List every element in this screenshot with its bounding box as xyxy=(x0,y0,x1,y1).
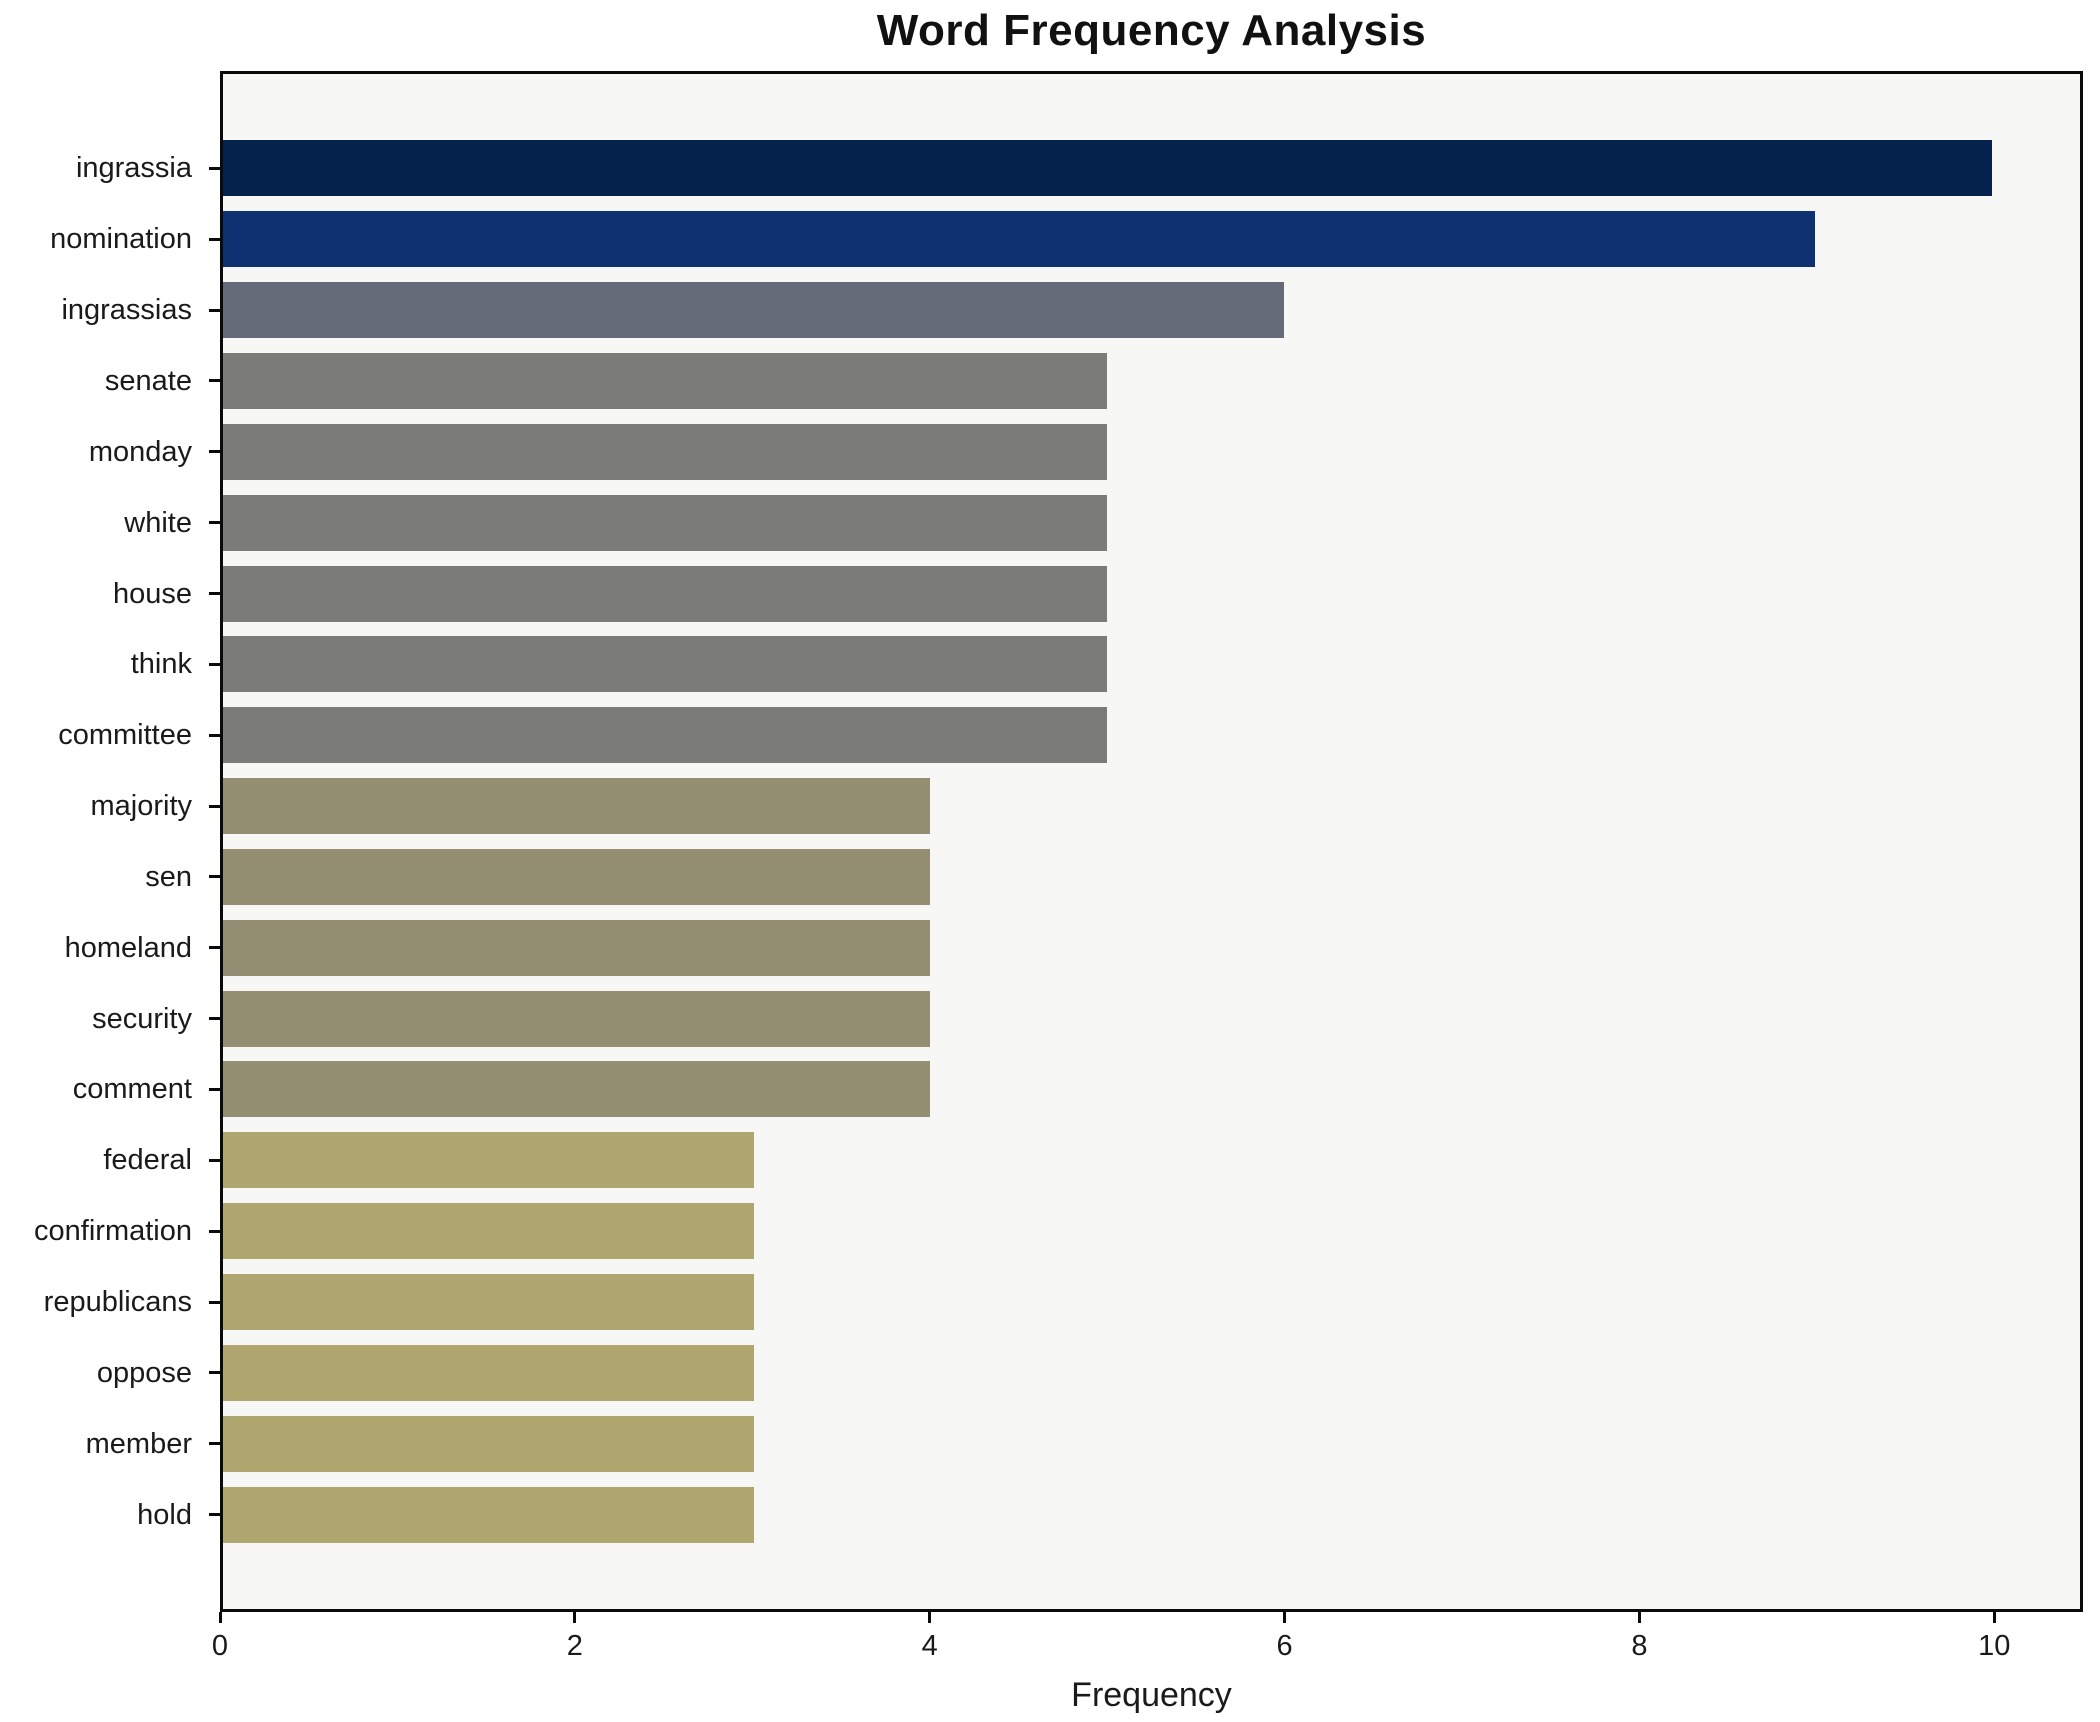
bar-ingrassia xyxy=(223,140,1992,197)
y-tick-mark xyxy=(209,1371,220,1375)
y-axis-label: oppose xyxy=(96,1356,192,1389)
y-axis-label: comment xyxy=(72,1073,192,1106)
bar-senate xyxy=(223,352,1108,409)
x-tick-mark xyxy=(1992,1612,1996,1623)
bar-republicans xyxy=(223,1274,754,1331)
y-axis-label: white xyxy=(124,506,192,539)
y-tick-mark xyxy=(209,946,220,950)
y-axis-label: committee xyxy=(58,719,192,752)
y-tick-mark xyxy=(209,592,220,596)
y-axis-label: homeland xyxy=(64,931,192,964)
bar-oppose xyxy=(223,1344,754,1401)
y-axis-label: sen xyxy=(145,860,192,893)
bar-homeland xyxy=(223,919,931,976)
y-axis-label: senate xyxy=(104,364,192,397)
y-tick-mark xyxy=(209,450,220,454)
y-tick-mark xyxy=(209,166,220,170)
y-tick-mark xyxy=(209,733,220,737)
x-tick-label: 2 xyxy=(566,1630,583,1662)
bar-think xyxy=(223,636,1108,693)
y-tick-mark xyxy=(209,804,220,808)
x-tick-label: 4 xyxy=(921,1630,938,1662)
y-tick-mark xyxy=(209,662,220,666)
x-tick-mark xyxy=(928,1612,932,1623)
bar-house xyxy=(223,565,1108,622)
y-tick-mark xyxy=(209,1513,220,1517)
x-tick-label: 0 xyxy=(211,1630,229,1662)
x-tick-mark xyxy=(1637,1612,1641,1623)
bar-comment xyxy=(223,1061,931,1118)
x-tick-mark xyxy=(1283,1612,1287,1623)
bar-ingrassias xyxy=(223,282,1285,339)
y-axis-label: confirmation xyxy=(34,1215,192,1248)
y-tick-mark xyxy=(209,875,220,879)
y-axis-label: ingrassia xyxy=(75,152,192,185)
y-tick-mark xyxy=(209,1087,220,1091)
bar-member xyxy=(223,1415,754,1472)
y-axis-label: security xyxy=(92,1002,192,1035)
y-tick-mark xyxy=(209,1442,220,1446)
bar-white xyxy=(223,494,1108,551)
plot-area xyxy=(220,71,2083,1612)
chart-title: Word Frequency Analysis xyxy=(876,6,1427,55)
y-axis-label: monday xyxy=(88,435,192,468)
y-tick-mark xyxy=(209,308,220,312)
x-tick-label: 8 xyxy=(1631,1630,1648,1662)
bar-sen xyxy=(223,848,931,905)
y-axis-label: ingrassias xyxy=(61,294,192,327)
bar-hold xyxy=(223,1486,754,1543)
y-axis-label: think xyxy=(130,648,192,681)
x-tick-label: 6 xyxy=(1276,1630,1293,1662)
y-tick-mark xyxy=(209,1229,220,1233)
y-axis-label: nomination xyxy=(50,223,192,256)
bar-federal xyxy=(223,1132,754,1189)
y-axis-label: republicans xyxy=(43,1286,192,1319)
bar-committee xyxy=(223,707,1108,764)
bar-majority xyxy=(223,778,931,835)
y-tick-mark xyxy=(209,521,220,525)
y-axis-label: majority xyxy=(90,790,192,823)
y-tick-mark xyxy=(209,237,220,241)
y-tick-mark xyxy=(209,1017,220,1021)
x-tick-mark xyxy=(573,1612,577,1623)
y-axis-label: member xyxy=(85,1427,192,1460)
bar-monday xyxy=(223,423,1108,480)
x-axis-title: Frequency xyxy=(1071,1676,1232,1714)
y-axis-label: house xyxy=(112,577,192,610)
bar-nomination xyxy=(223,211,1815,268)
bar-security xyxy=(223,990,931,1047)
bar-confirmation xyxy=(223,1203,754,1260)
y-axis-label: federal xyxy=(103,1144,192,1177)
y-tick-mark xyxy=(209,379,220,383)
y-axis-label: hold xyxy=(137,1498,192,1531)
x-tick-mark xyxy=(218,1612,222,1623)
y-tick-mark xyxy=(209,1300,220,1304)
y-tick-mark xyxy=(209,1158,220,1162)
x-tick-label: 10 xyxy=(1978,1630,2011,1662)
